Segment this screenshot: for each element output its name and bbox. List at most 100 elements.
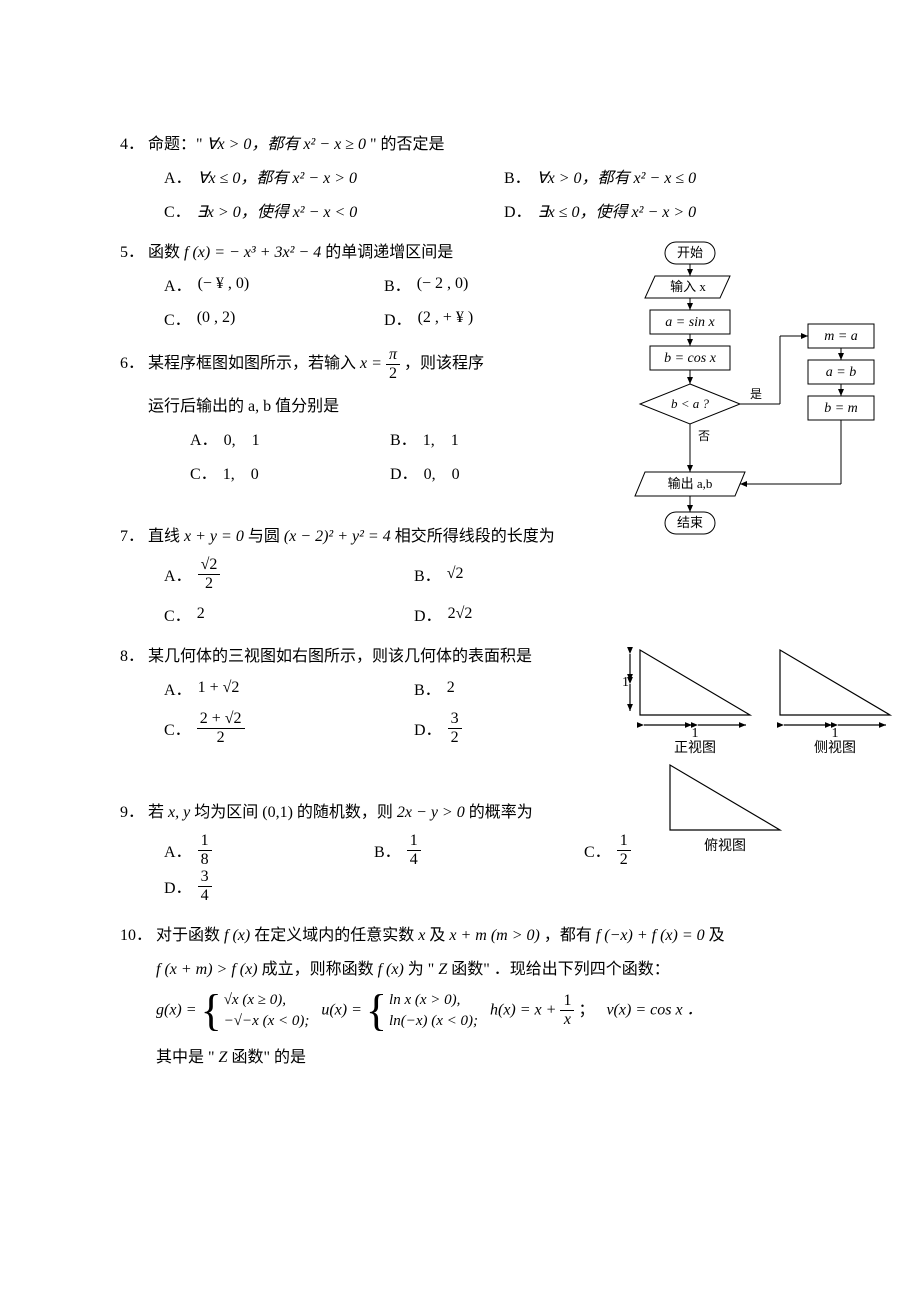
question-7: 7． 直线 x + y = 0 与圆 (x − 2)² + y² = 4 相交所… bbox=[120, 522, 800, 626]
front-label: 正视图 bbox=[674, 740, 716, 756]
q9-post: 的概率为 bbox=[469, 804, 533, 821]
q9-mid: 均为区间 bbox=[194, 804, 262, 821]
t: 成立，则称函数 bbox=[262, 961, 378, 978]
opt-frac: 3 2 bbox=[448, 710, 462, 746]
opt-text: 1 + √2 bbox=[198, 679, 240, 697]
n: 1 bbox=[407, 832, 421, 851]
opt-text: ∀x ≤ 0，都有 x² − x > 0 bbox=[198, 164, 357, 188]
q7-pre: 直线 bbox=[148, 528, 184, 545]
q4-text-pre: 命题：" bbox=[148, 136, 203, 153]
flow-out: 输出 a,b bbox=[668, 476, 713, 491]
opt-label: A． bbox=[190, 426, 218, 450]
opt-label: C． bbox=[164, 602, 191, 626]
opt-label: D． bbox=[164, 874, 192, 898]
opt-text: 1, 1 bbox=[423, 426, 459, 450]
opt-text: 2√2 bbox=[448, 605, 473, 623]
opt-label: D． bbox=[390, 460, 418, 484]
q5-pre: 函数 bbox=[148, 244, 184, 261]
frac-den: 2 bbox=[197, 729, 245, 747]
flow-cond: b < a ? bbox=[671, 396, 710, 411]
q9-stem: 9． 若 x, y 均为区间 (0,1) 的随机数，则 2x − y > 0 的… bbox=[120, 798, 800, 822]
q5-expr: f (x) = − x³ + 3x² − 4 bbox=[184, 244, 321, 261]
t: 为 " bbox=[408, 961, 439, 978]
q7-e2: (x − 2)² + y² = 4 bbox=[284, 528, 391, 545]
opt-text: ∃x > 0，使得 x² − x < 0 bbox=[197, 198, 358, 222]
flow-r3: b = m bbox=[824, 401, 858, 416]
opt-label: C． bbox=[164, 716, 191, 740]
q6-frac-pre: x = bbox=[360, 355, 386, 372]
d: x bbox=[560, 1011, 574, 1029]
q7-options: A． √2 2 B． √2 C． 2 D． 2√2 bbox=[164, 556, 800, 626]
q10-l4: 其中是 " Z 函数" 的是 bbox=[156, 1043, 800, 1067]
q9-expr: 2x − y > 0 bbox=[397, 804, 465, 821]
question-10: 10． 对于函数 f (x) 在定义域内的任意实数 x 及 x + m (m >… bbox=[120, 921, 800, 1067]
e: f (x) bbox=[378, 961, 404, 978]
opt-text: ∀x > 0，都有 x² − x ≤ 0 bbox=[537, 164, 696, 188]
q6-l1b: ，则该程序 bbox=[404, 355, 484, 372]
dim-1b: 1 bbox=[692, 726, 699, 741]
q4-text-post: " 的否定是 bbox=[370, 136, 445, 153]
q6-l1a: 某程序框图如图所示，若输入 bbox=[148, 355, 360, 372]
e: x + m (m > 0) bbox=[449, 927, 539, 944]
g1: √x (x ≥ 0), bbox=[224, 990, 310, 1010]
flow-no: 否 bbox=[698, 429, 710, 443]
opt-label: C． bbox=[164, 198, 191, 222]
opt-label: D． bbox=[504, 198, 532, 222]
flow-yes: 是 bbox=[750, 387, 762, 401]
opt-label: C． bbox=[584, 838, 611, 862]
opt-label: A． bbox=[164, 562, 192, 586]
q9-pre: 若 bbox=[148, 804, 168, 821]
side-label: 侧视图 bbox=[814, 740, 856, 756]
opt-text: (0 , 2) bbox=[197, 309, 236, 327]
u1: ln x (x > 0), bbox=[389, 990, 478, 1010]
opt-label: D． bbox=[414, 602, 442, 626]
d: 4 bbox=[198, 887, 212, 905]
question-4: 4． 命题：" ∀x > 0，都有 x² − x ≥ 0 " 的否定是 A． ∀… bbox=[120, 130, 800, 222]
q10-l1: 10． 对于函数 f (x) 在定义域内的任意实数 x 及 x + m (m >… bbox=[120, 921, 800, 945]
flow-in: 输入 x bbox=[670, 279, 706, 294]
q7-stem: 7． 直线 x + y = 0 与圆 (x − 2)² + y² = 4 相交所… bbox=[120, 522, 800, 546]
q-number: 4． bbox=[120, 136, 144, 153]
q-number: 10． bbox=[120, 927, 152, 944]
frac-den: 2 bbox=[448, 729, 462, 747]
q6-l2: 运行后输出的 a, b 值分别是 bbox=[148, 398, 339, 415]
q9-vars: x, y bbox=[168, 804, 190, 821]
q9-options: A． 18 B． 14 C． 12 D． 34 bbox=[164, 832, 800, 904]
q4-expr: ∀x > 0，都有 x² − x ≥ 0 bbox=[207, 136, 366, 153]
opt-label: D． bbox=[384, 306, 412, 330]
opt-label: B． bbox=[384, 272, 411, 296]
u-pre: u(x) = bbox=[321, 1001, 366, 1018]
opt-label: C． bbox=[164, 306, 191, 330]
question-9: 9． 若 x, y 均为区间 (0,1) 的随机数，则 2x − y > 0 的… bbox=[120, 798, 800, 904]
g-pre: g(x) = bbox=[156, 1001, 201, 1018]
n: 1 bbox=[560, 992, 574, 1011]
dim-1c: 1 bbox=[832, 726, 839, 741]
g2: −√−x (x < 0); bbox=[224, 1011, 310, 1031]
opt-label: B． bbox=[504, 164, 531, 188]
n: 1 bbox=[198, 832, 212, 851]
opt-text: 0, 0 bbox=[424, 460, 460, 484]
t: 在定义域内的任意实数 bbox=[254, 927, 418, 944]
e: f (x + m) > f (x) bbox=[156, 961, 258, 978]
opt-label: A． bbox=[164, 272, 192, 296]
opt-label: A． bbox=[164, 676, 192, 700]
dim-1a: 1 bbox=[622, 675, 629, 690]
t: 及 bbox=[709, 927, 725, 944]
flowchart-svg: 开始 输入 x a = sin x b = cos x b < a ? 是 否 … bbox=[610, 240, 890, 570]
opt-text: (− 2 , 0) bbox=[417, 275, 469, 293]
q-number: 6． bbox=[120, 355, 144, 372]
t: 及 bbox=[429, 927, 449, 944]
flow-s2: b = cos x bbox=[664, 351, 717, 366]
q-number: 7． bbox=[120, 528, 144, 545]
e: f (−x) + f (x) = 0 bbox=[596, 927, 705, 944]
q6-fraction: π 2 bbox=[386, 346, 400, 382]
frac-den: 2 bbox=[198, 575, 221, 593]
frac-num: √2 bbox=[198, 556, 221, 575]
q9-int: (0,1) bbox=[262, 804, 293, 821]
d: 8 bbox=[198, 851, 212, 869]
frac-num: π bbox=[386, 346, 400, 365]
opt-label: B． bbox=[390, 426, 417, 450]
frac-num: 2 + √2 bbox=[197, 710, 245, 729]
opt-text: √2 bbox=[447, 565, 464, 583]
opt-label: B． bbox=[374, 838, 401, 862]
